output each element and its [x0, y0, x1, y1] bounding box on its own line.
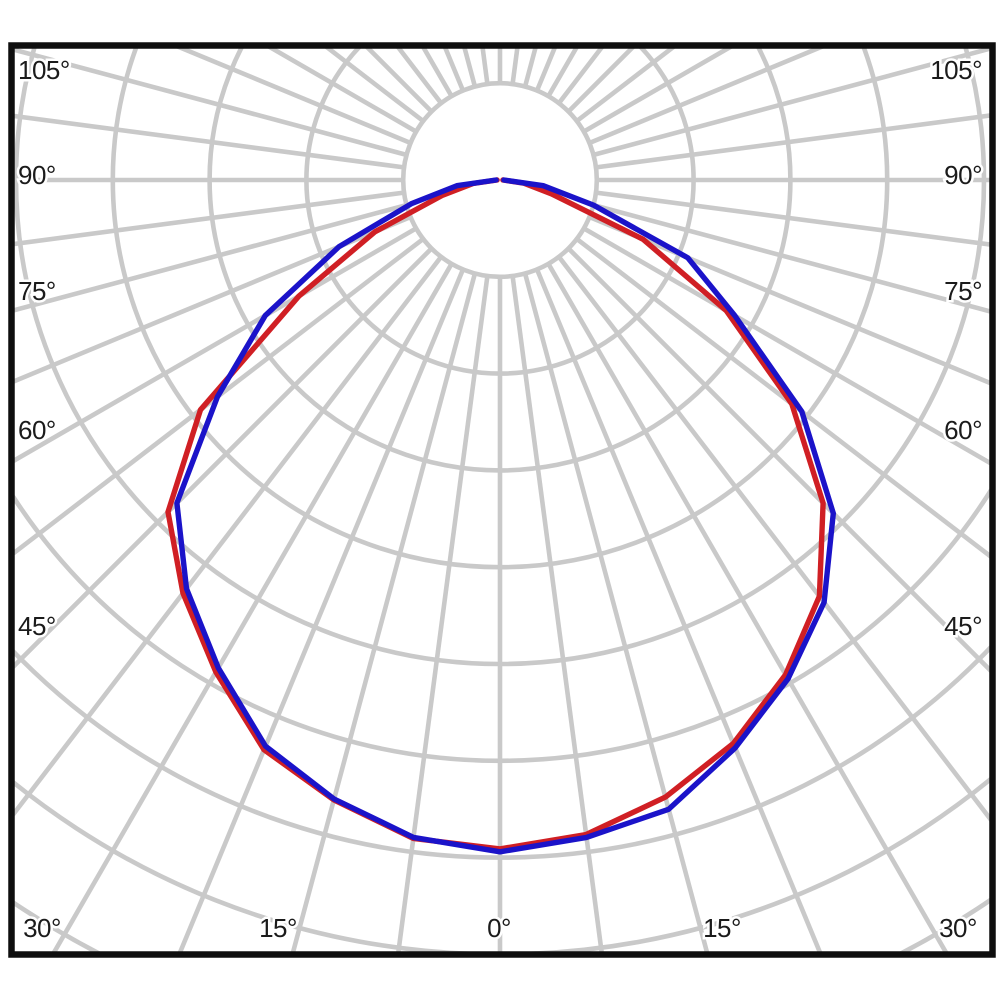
grid-radial-line — [546, 262, 949, 952]
angle-label: 45° — [944, 611, 982, 641]
angle-label: 30° — [23, 913, 61, 943]
grid-radial-line — [14, 113, 405, 170]
grid-radial-line — [592, 202, 990, 314]
blue-curve-path — [174, 177, 836, 855]
grid-radial-line — [396, 48, 443, 105]
grid-radial-line — [14, 255, 443, 817]
grid-radial-line — [290, 272, 478, 952]
angle-label: 75° — [944, 276, 982, 306]
angle-label: 60° — [944, 415, 982, 445]
grid-radial-line — [14, 214, 412, 384]
angle-label: 15° — [703, 913, 741, 943]
grid-radial-line — [510, 275, 604, 952]
grid-radial-line — [575, 237, 990, 559]
grid-radial-line — [534, 268, 823, 952]
grid-radial-line — [177, 268, 466, 952]
angle-labels: 105° 90° 75° 60° 45° 105° 90° 75° 60° 45° 30° 15° 0°… — [16, 53, 986, 946]
grid-radial-line — [595, 113, 990, 170]
grid-radial-line — [14, 237, 425, 556]
grid-radial-line — [588, 214, 990, 386]
grid-radial-line — [51, 262, 454, 952]
grid-radial-line — [588, 48, 824, 146]
angle-label: 75° — [18, 276, 56, 306]
angle-label: 0° — [487, 913, 511, 943]
angle-label: 60° — [18, 415, 56, 445]
grid-radial-line — [480, 48, 490, 85]
grid-radial-line — [566, 246, 990, 673]
angle-label: 90° — [944, 160, 982, 190]
grid-radial-line — [14, 202, 408, 313]
angle-label: 105° — [18, 55, 70, 85]
chart-frame — [8, 42, 996, 958]
angle-label: 90° — [18, 160, 56, 190]
grid-ring — [400, 80, 600, 280]
grid-radial-line — [595, 190, 990, 247]
angle-label: 15° — [259, 913, 297, 943]
angle-label: 30° — [939, 913, 977, 943]
grid-radial-line — [510, 48, 520, 85]
angle-label: 105° — [930, 55, 982, 85]
grid-radial-line — [582, 226, 990, 466]
grid-radial-line — [557, 48, 604, 105]
red-curve-path — [165, 177, 826, 852]
grid-radial-line — [14, 190, 405, 247]
grid-radial-line — [522, 272, 710, 952]
grid-radial-line — [557, 255, 990, 822]
grid-radial-line — [14, 226, 418, 463]
angle-label: 45° — [18, 611, 56, 641]
grid-radial-line — [396, 275, 490, 952]
grid-radial-line — [14, 48, 408, 158]
grid-radial-line — [14, 246, 434, 669]
intensity-curves — [165, 177, 836, 855]
grid-radial-line — [176, 48, 412, 146]
grid-radial-line — [592, 48, 990, 158]
